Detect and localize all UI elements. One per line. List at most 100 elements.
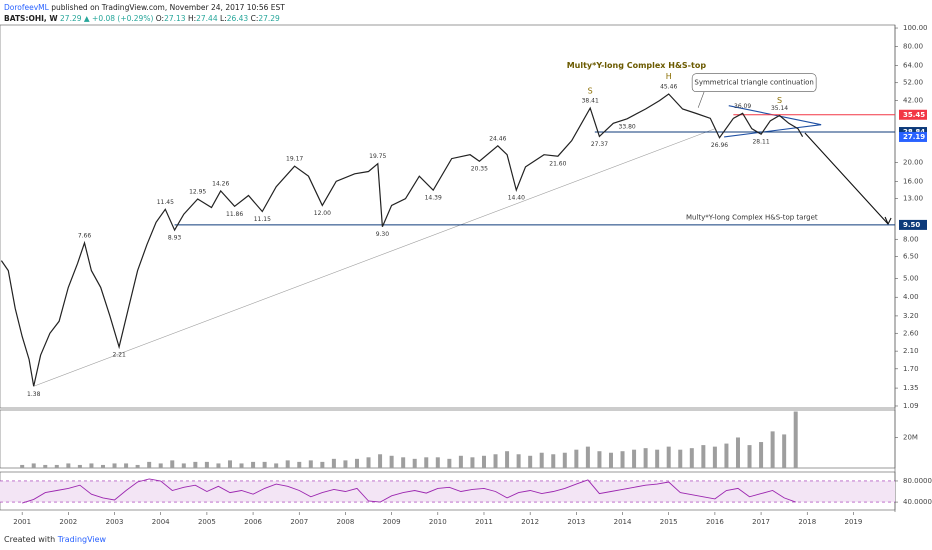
price-label: 12.95 (189, 188, 206, 195)
volume-bar (239, 463, 244, 468)
volume-bar (54, 464, 59, 468)
arrow-head (884, 216, 892, 226)
price-label: 21.60 (549, 161, 566, 168)
volume-bar (251, 461, 256, 468)
price-box (899, 131, 927, 142)
price-box (899, 109, 927, 120)
y-tick-label: 20.00 (903, 159, 923, 167)
x-tick-label: 2017 (752, 518, 770, 526)
price-label: 38.41 (582, 98, 599, 105)
x-tick-label: 2014 (614, 518, 632, 526)
price-label: 11.86 (226, 211, 243, 218)
price-label: 19.17 (286, 156, 303, 163)
volume-bar (285, 460, 290, 468)
volume-bar (389, 455, 394, 468)
brand[interactable]: TradingView (57, 535, 107, 544)
volume-bar (77, 464, 82, 468)
volume-bar (678, 449, 683, 468)
price-label: 27.37 (591, 141, 608, 148)
y-tick-label: 100.00 (903, 24, 928, 32)
volume-bar (354, 458, 359, 468)
volume-bar (170, 460, 175, 468)
header: DorofeevML published on TradingView.com,… (4, 2, 285, 24)
volume-bar (66, 463, 71, 468)
y-tick-label: 1.70 (903, 365, 919, 373)
price-label: 33.80 (619, 123, 636, 130)
y-tick-label: 80.00 (903, 43, 923, 51)
ohlc-key: C: (250, 14, 259, 23)
volume-bar (747, 445, 752, 468)
pattern-label: S (588, 87, 593, 96)
y-tick-label: 80.0000 (903, 477, 932, 485)
ohlc-value: 27.44 (196, 14, 218, 23)
x-tick-label: 2009 (383, 518, 401, 526)
price-label: 14.40 (508, 195, 525, 202)
volume-bar (435, 457, 440, 468)
volume-bar (274, 463, 279, 468)
price-label: 20.35 (471, 166, 488, 173)
annotation-pointer (697, 91, 705, 108)
price-label: 1.38 (27, 391, 41, 398)
change: 27.29 ▲ +0.08 (+0.29%) (60, 14, 154, 23)
volume-bar (100, 464, 105, 468)
pattern-label: S (777, 96, 782, 105)
volume-bar (43, 464, 48, 468)
y-tick-label: 42.00 (903, 97, 923, 105)
price-label: 36.09 (734, 103, 751, 110)
price-label: 2.21 (112, 351, 126, 358)
drawn-line (33, 128, 715, 387)
x-tick-label: 2011 (475, 518, 493, 526)
volume-bar (493, 454, 498, 468)
volume-bar (216, 463, 221, 468)
quote-line: BATS:OHI, W 27.29 ▲ +0.08 (+0.29%) O:27.… (4, 13, 285, 24)
y-tick-label: 4.00 (903, 293, 919, 301)
y-tick-label: 40.0000 (903, 498, 932, 506)
author[interactable]: DorofeevML (4, 3, 49, 12)
volume-bar (585, 446, 590, 468)
price-label: 35.14 (771, 105, 788, 112)
volume-bar (597, 451, 602, 468)
pattern-label: H (666, 72, 672, 81)
volume-bar (366, 457, 371, 468)
y-tick-label: 52.00 (903, 79, 923, 87)
volume-bar (793, 411, 798, 468)
price-line (0, 93, 804, 387)
price-label: 12.00 (314, 210, 331, 217)
x-tick-label: 2016 (706, 518, 724, 526)
footer: Created with TradingView (4, 535, 106, 544)
volume-bar (782, 434, 787, 468)
ohlc-value: 26.43 (226, 14, 249, 23)
volume-bar (401, 457, 406, 468)
y-tick-label: 1.35 (903, 384, 919, 392)
price-box-label: 27.19 (903, 133, 925, 141)
volume-bar (124, 463, 129, 468)
price-label: 11.15 (254, 216, 271, 223)
symbol: BATS:OHI, W (4, 14, 58, 23)
annotation-box (691, 73, 817, 93)
price-label: 26.96 (711, 142, 728, 149)
drawn-line (804, 132, 889, 225)
y-tick-label: 16.00 (903, 177, 923, 185)
ohlc-value: 27.29 (258, 14, 280, 23)
rsi-band (0, 480, 895, 503)
x-tick-label: 2005 (198, 518, 216, 526)
volume-bar (20, 464, 25, 468)
y-tick-label: 2.60 (903, 329, 919, 337)
volume-bar (458, 455, 463, 468)
x-tick-label: 2003 (106, 518, 124, 526)
volume-bar (608, 452, 613, 468)
y-tick-label: 13.00 (903, 195, 923, 203)
volume-bar (89, 463, 94, 468)
volume-bar (262, 461, 267, 468)
volume-bar (31, 463, 36, 468)
volume-bar (516, 454, 521, 468)
price-box (899, 219, 927, 230)
x-tick-label: 2013 (567, 518, 585, 526)
created: Created with (4, 535, 56, 544)
publish-line: DorofeevML published on TradingView.com,… (4, 2, 285, 13)
x-tick-label: 2019 (845, 518, 863, 526)
x-tick-label: 2006 (244, 518, 262, 526)
volume-bar (158, 463, 163, 468)
x-tick-label: 2008 (337, 518, 355, 526)
